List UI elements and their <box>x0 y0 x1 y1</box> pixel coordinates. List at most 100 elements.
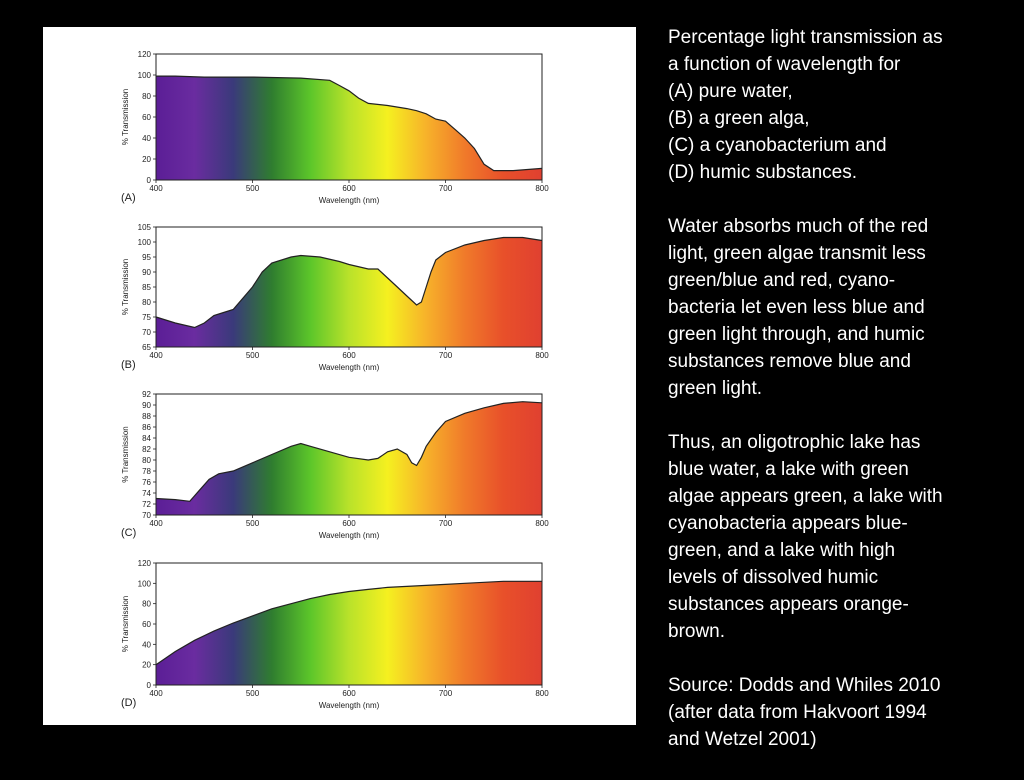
x-tick-label: 700 <box>439 351 453 360</box>
transmission-area <box>156 237 542 347</box>
explanation-line: green/blue and red, cyano- <box>668 270 896 291</box>
x-tick-label: 600 <box>342 689 356 698</box>
x-axis-title: Wavelength (nm) <box>319 363 380 372</box>
y-tick-label: 80 <box>142 92 151 101</box>
y-tick-label: 74 <box>142 489 151 498</box>
explanation-line: Water absorbs much of the red <box>668 216 929 237</box>
y-axis-title: % Transmission <box>121 596 130 652</box>
x-tick-label: 600 <box>342 519 356 528</box>
conclusion-line: levels of dissolved humic <box>668 567 879 588</box>
y-tick-label: 85 <box>142 283 151 292</box>
conclusion-paragraph: Thus, an oligotrophic lake has blue wate… <box>668 429 1008 645</box>
x-tick-label: 400 <box>149 351 163 360</box>
transmission-area <box>156 401 542 515</box>
x-tick-label: 600 <box>342 184 356 193</box>
y-tick-label: 0 <box>147 176 152 185</box>
y-tick-label: 40 <box>142 640 151 649</box>
y-tick-label: 70 <box>142 328 151 337</box>
source-line: and Wetzel 2001) <box>668 729 817 750</box>
y-tick-label: 90 <box>142 268 151 277</box>
description-text: Percentage light transmission as a funct… <box>668 24 1008 780</box>
intro-line: a function of wavelength for <box>668 54 901 75</box>
source-line: (after data from Hakvoort 1994 <box>668 702 927 723</box>
x-tick-label: 500 <box>246 184 260 193</box>
x-tick-label: 600 <box>342 351 356 360</box>
y-tick-label: 60 <box>142 620 151 629</box>
y-tick-label: 20 <box>142 661 151 670</box>
intro-line: (A) pure water, <box>668 81 793 102</box>
x-tick-label: 400 <box>149 519 163 528</box>
conclusion-line: cyanobacteria appears blue- <box>668 513 908 534</box>
y-tick-label: 120 <box>138 50 152 59</box>
explanation-line: bacteria let even less blue and <box>668 297 925 318</box>
x-tick-label: 400 <box>149 184 163 193</box>
conclusion-line: Thus, an oligotrophic lake has <box>668 432 921 453</box>
figure-panel: 0 20 40 60 80 100 120 400 500 600 700 800 Wavelength… <box>43 27 636 725</box>
intro-line: (D) humic substances. <box>668 162 858 183</box>
y-tick-label: 95 <box>142 253 151 262</box>
x-tick-label: 700 <box>439 184 453 193</box>
y-tick-label: 72 <box>142 500 151 509</box>
y-axis-title: % Transmission <box>121 89 130 145</box>
conclusion-line: brown. <box>668 621 726 642</box>
panel-label: (D) <box>121 697 136 709</box>
y-tick-label: 76 <box>142 478 151 487</box>
y-tick-label: 120 <box>138 559 152 568</box>
y-tick-label: 100 <box>138 71 152 80</box>
explanation-line: light, green algae transmit less <box>668 243 926 264</box>
y-tick-label: 84 <box>142 434 151 443</box>
transmission-area <box>156 76 542 180</box>
panel-label: (C) <box>121 527 136 539</box>
transmission-curve <box>155 401 543 502</box>
y-tick-label: 82 <box>142 445 151 454</box>
intro-line: Percentage light transmission as <box>668 27 943 48</box>
conclusion-line: algae appears green, a lake with <box>668 486 943 507</box>
y-tick-label: 78 <box>142 467 151 476</box>
x-tick-label: 400 <box>149 689 163 698</box>
y-tick-label: 40 <box>142 134 151 143</box>
y-tick-label: 20 <box>142 155 151 164</box>
intro-paragraph: Percentage light transmission as a funct… <box>668 24 1008 186</box>
x-axis-title: Wavelength (nm) <box>319 701 380 710</box>
y-tick-label: 75 <box>142 313 151 322</box>
source-paragraph: Source: Dodds and Whiles 2010 (after dat… <box>668 672 1008 753</box>
panel-label: (B) <box>121 359 136 371</box>
x-tick-label: 800 <box>535 689 549 698</box>
intro-line: (B) a green alga, <box>668 108 810 129</box>
x-tick-label: 800 <box>535 184 549 193</box>
x-tick-label: 500 <box>246 689 260 698</box>
y-axis-title: % Transmission <box>121 426 130 482</box>
explanation-paragraph: Water absorbs much of the red light, gre… <box>668 213 1008 402</box>
transmission-curve <box>156 75 543 172</box>
y-tick-label: 100 <box>138 238 152 247</box>
x-tick-label: 700 <box>439 519 453 528</box>
y-tick-label: 80 <box>142 600 151 609</box>
y-tick-label: 80 <box>142 298 151 307</box>
panel-label: (A) <box>121 192 136 204</box>
y-tick-label: 70 <box>142 511 151 520</box>
y-tick-label: 100 <box>138 579 152 588</box>
x-tick-label: 800 <box>535 351 549 360</box>
source-line: Source: Dodds and Whiles 2010 <box>668 675 941 696</box>
y-tick-label: 80 <box>142 456 151 465</box>
y-tick-label: 88 <box>142 412 151 421</box>
y-tick-label: 105 <box>138 223 152 232</box>
x-tick-label: 700 <box>439 689 453 698</box>
transmission-curve <box>155 236 543 329</box>
explanation-line: substances remove blue and <box>668 351 911 372</box>
x-tick-label: 800 <box>535 519 549 528</box>
y-tick-label: 86 <box>142 423 151 432</box>
conclusion-line: green, and a lake with high <box>668 540 896 561</box>
explanation-line: green light. <box>668 378 763 399</box>
intro-line: (C) a cyanobacterium and <box>668 135 887 156</box>
y-tick-label: 92 <box>142 390 151 399</box>
y-tick-label: 0 <box>147 681 152 690</box>
transmission-curve <box>155 580 542 666</box>
x-axis-title: Wavelength (nm) <box>319 196 380 205</box>
conclusion-line: substances appears orange- <box>668 594 909 615</box>
y-tick-label: 65 <box>142 343 151 352</box>
conclusion-line: blue water, a lake with green <box>668 459 909 480</box>
x-tick-label: 500 <box>246 519 260 528</box>
y-tick-label: 90 <box>142 401 151 410</box>
